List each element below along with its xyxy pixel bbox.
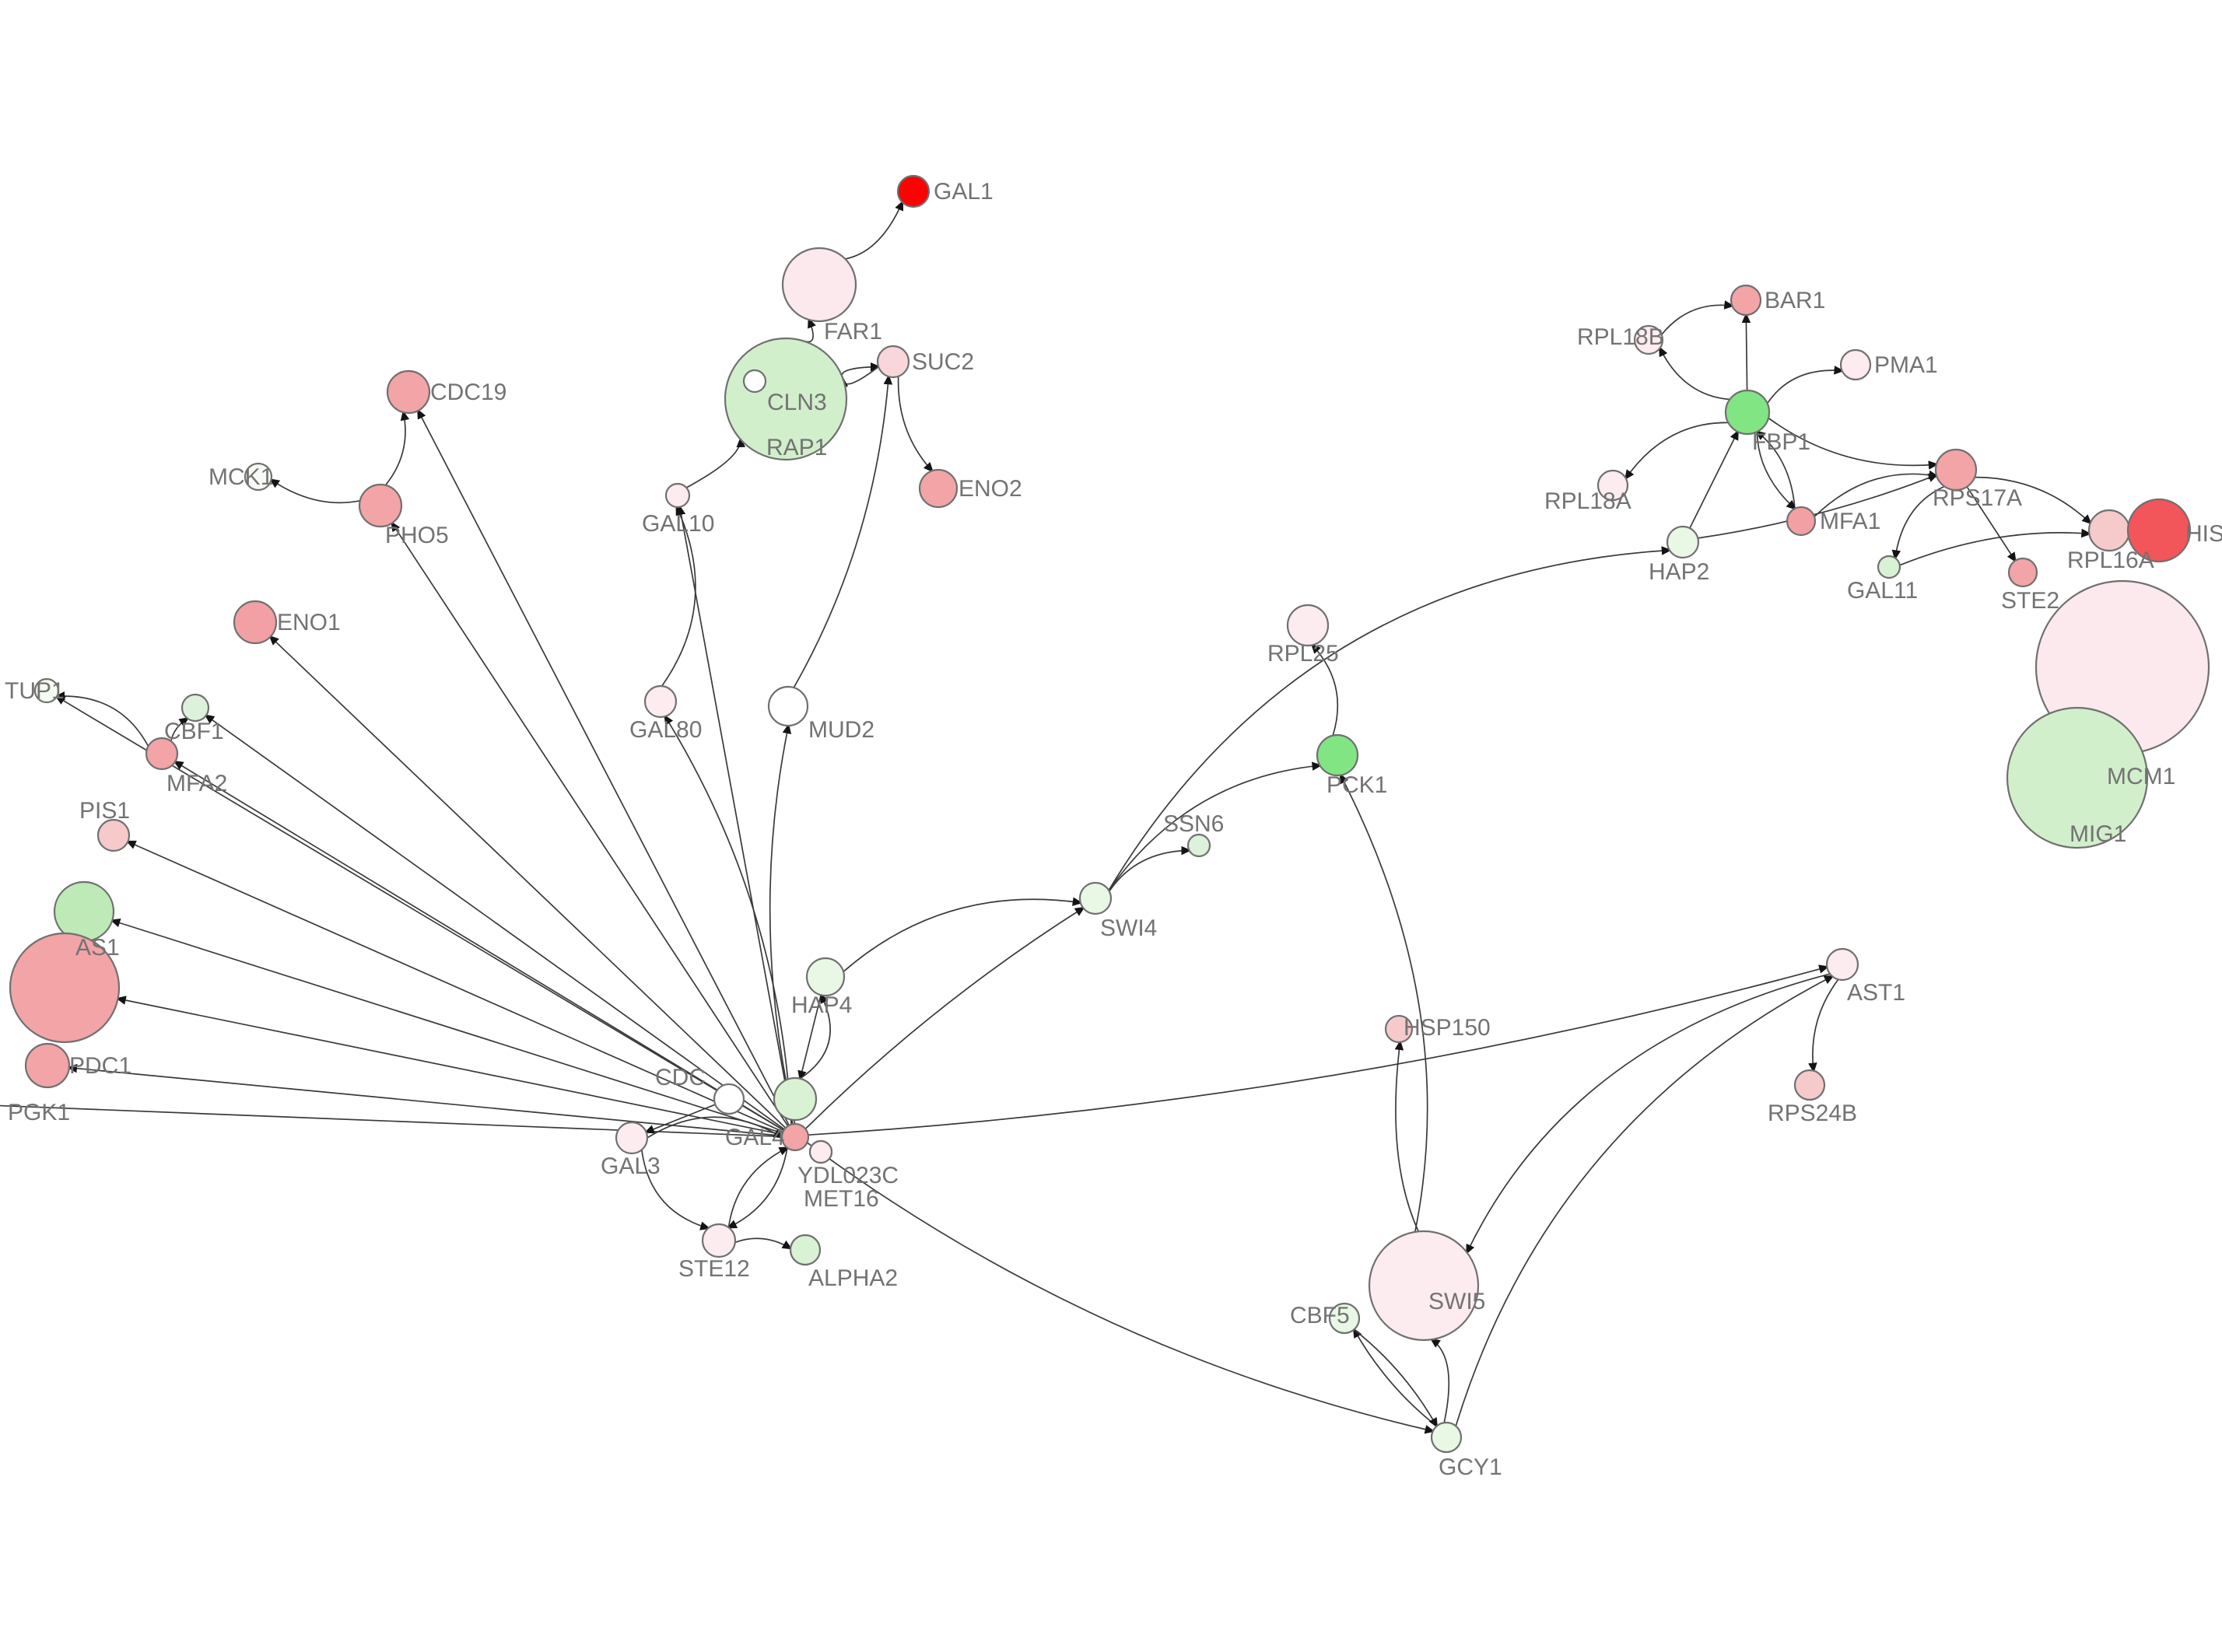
svg-text:MFA2: MFA2 [166, 771, 227, 796]
svg-text:CDC: CDC [655, 1065, 706, 1090]
svg-text:RPL16A: RPL16A [2067, 548, 2154, 573]
svg-text:MCM1: MCM1 [2107, 764, 2175, 789]
svg-text:SUC2: SUC2 [912, 349, 974, 375]
svg-text:RPL18A: RPL18A [1544, 488, 1631, 514]
svg-text:ALPHA2: ALPHA2 [808, 1265, 898, 1291]
svg-text:CLN3: CLN3 [767, 390, 827, 415]
svg-text:PHO5: PHO5 [385, 523, 449, 548]
svg-text:GAL4: GAL4 [725, 1125, 785, 1150]
svg-text:HAP4: HAP4 [791, 992, 852, 1018]
svg-text:HIS4: HIS4 [2185, 521, 2222, 547]
svg-text:TUP1: TUP1 [5, 678, 65, 704]
svg-text:FBP1: FBP1 [1752, 429, 1810, 455]
svg-text:PGK1: PGK1 [8, 1100, 70, 1125]
svg-text:HSP150: HSP150 [1404, 1015, 1491, 1041]
svg-text:CDC19: CDC19 [430, 380, 506, 405]
svg-text:AST1: AST1 [1847, 980, 1905, 1006]
svg-text:GAL11: GAL11 [1847, 578, 1918, 604]
svg-text:PIS1: PIS1 [79, 798, 130, 824]
svg-text:GAL1: GAL1 [934, 179, 994, 205]
svg-text:GAL3: GAL3 [601, 1153, 661, 1179]
svg-text:SSN6: SSN6 [1163, 811, 1224, 837]
svg-text:ENO1: ENO1 [277, 610, 341, 635]
svg-text:RPL25: RPL25 [1267, 641, 1339, 667]
svg-text:GAL80: GAL80 [629, 717, 702, 743]
svg-text:CBF1: CBF1 [164, 719, 224, 744]
svg-text:AS1: AS1 [75, 935, 120, 961]
svg-text:PDC1: PDC1 [69, 1053, 131, 1079]
svg-text:GCY1: GCY1 [1439, 1454, 1502, 1480]
svg-text:ENO2: ENO2 [959, 476, 1022, 502]
svg-text:MCK1: MCK1 [209, 464, 273, 490]
svg-text:MIG1: MIG1 [2070, 821, 2126, 847]
svg-text:PCK1: PCK1 [1327, 772, 1387, 798]
svg-text:MFA1: MFA1 [1820, 509, 1880, 534]
svg-text:GAL10: GAL10 [642, 511, 714, 537]
svg-text:SWI5: SWI5 [1428, 1289, 1485, 1314]
svg-text:RPL18B: RPL18B [1577, 324, 1664, 350]
svg-text:STE2: STE2 [2001, 588, 2059, 614]
svg-text:MET16: MET16 [804, 1186, 879, 1212]
svg-text:RPS24B: RPS24B [1768, 1101, 1857, 1126]
svg-text:CBF5: CBF5 [1290, 1303, 1350, 1328]
svg-text:RPS17A: RPS17A [1933, 485, 2022, 511]
svg-text:RAP1: RAP1 [766, 435, 827, 460]
svg-text:BAR1: BAR1 [1765, 288, 1825, 313]
svg-text:YDL023C: YDL023C [797, 1163, 899, 1188]
svg-text:MUD2: MUD2 [808, 717, 874, 743]
svg-text:STE12: STE12 [678, 1256, 750, 1282]
svg-text:SWI4: SWI4 [1100, 915, 1157, 941]
svg-text:FAR1: FAR1 [824, 319, 882, 345]
svg-text:HAP2: HAP2 [1649, 559, 1709, 585]
svg-text:PMA1: PMA1 [1874, 352, 1938, 378]
